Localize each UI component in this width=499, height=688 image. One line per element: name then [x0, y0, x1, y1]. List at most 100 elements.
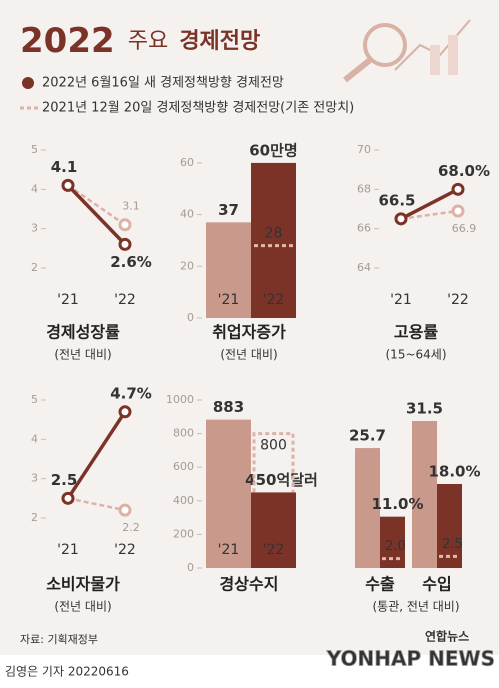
source: 자료: 기획재정부 — [20, 633, 98, 646]
value-label: 4.1 — [51, 158, 78, 176]
legend-marker — [22, 77, 34, 89]
value-label: 2.6% — [110, 253, 152, 271]
y-tick-label: 4 — [31, 432, 38, 445]
chart-title: 취업자증가 — [212, 323, 286, 342]
chart-subtitle: (15~64세) — [386, 348, 447, 362]
y-tick-label: 64 — [357, 261, 371, 274]
x-tick-label: '21 — [57, 292, 79, 308]
value-label: 3.1 — [122, 200, 140, 213]
value-label: 2.5 — [442, 537, 463, 552]
y-tick-label: 40 — [180, 208, 194, 221]
y-tick-label: 4 — [31, 182, 38, 195]
value-label: 28 — [265, 226, 283, 242]
value-label: 37 — [218, 201, 239, 219]
category-label: 수출 — [365, 575, 395, 594]
title-year: 2022 — [20, 21, 115, 61]
value-label: 800 — [260, 438, 287, 454]
legend-label: 2021년 12월 20일 경제정책방향 경제전망(기존 전망치) — [42, 101, 354, 116]
credit-band — [0, 655, 499, 688]
y-tick-label: 60 — [180, 156, 194, 169]
title: 2022 주요 경제전망 — [20, 21, 260, 61]
y-tick-label: 5 — [31, 143, 38, 156]
value-label: 2.5 — [51, 471, 78, 489]
category-label: 수입 — [422, 575, 451, 594]
bar — [251, 162, 296, 318]
value-label: 450억달러 — [245, 471, 318, 489]
y-tick-label: 2 — [31, 261, 38, 274]
value-label: 68.0% — [438, 162, 490, 180]
value-label: 66.9 — [452, 222, 477, 235]
title-word: 경제전망 — [179, 29, 260, 54]
legend-label: 2022년 6월16일 새 경제정책방향 경제전망 — [42, 76, 284, 91]
line — [400, 209, 459, 221]
y-tick-label: 20 — [180, 259, 194, 272]
bar — [355, 448, 380, 568]
point — [61, 178, 75, 192]
y-tick-label: 68 — [357, 182, 371, 195]
value-label: 2.2 — [122, 521, 140, 534]
chart-subtitle: (전년 대비) — [220, 348, 277, 362]
line — [67, 184, 126, 226]
point — [451, 182, 465, 196]
chart-subtitle: (전년 대비) — [54, 600, 111, 614]
chart-title: 고용률 — [394, 323, 438, 342]
y-tick-label: 800 — [173, 427, 194, 440]
point — [451, 204, 465, 218]
x-tick-label: '21 — [218, 292, 240, 308]
y-tick-label: 5 — [31, 393, 38, 406]
x-tick-label: '22 — [114, 542, 136, 558]
y-tick-label: 70 — [357, 143, 371, 156]
point — [118, 218, 132, 232]
bar — [437, 484, 462, 568]
previous-forecast — [252, 432, 295, 493]
chart-title: 소비자물가 — [46, 575, 120, 594]
y-tick-label: 0 — [187, 561, 194, 574]
y-tick-label: 600 — [173, 460, 194, 473]
line — [67, 497, 126, 512]
credit: 김영은 기자 20220616 — [5, 665, 129, 679]
chart-subtitle: (전년 대비) — [54, 348, 111, 362]
chart-subtitle: (통관, 전년 대비) — [372, 600, 459, 614]
y-tick-label: 2 — [31, 511, 38, 524]
point — [118, 237, 132, 251]
point — [118, 503, 132, 517]
logo: 연합뉴스 — [425, 629, 469, 644]
icon — [343, 19, 471, 83]
line — [66, 184, 127, 246]
y-tick-label: 66 — [357, 222, 371, 235]
value-label: 66.5 — [378, 191, 415, 209]
bar — [206, 419, 251, 568]
x-tick-label: '22 — [447, 292, 469, 308]
chart-title: 경제성장률 — [46, 323, 120, 342]
x-tick-label: '21 — [218, 542, 240, 558]
line — [66, 410, 127, 500]
x-tick-label: '22 — [263, 292, 285, 308]
logo-text: YONHAP NEWS — [326, 647, 495, 671]
y-tick-label: 200 — [173, 527, 194, 540]
value-label: 25.7 — [349, 427, 386, 445]
bar — [251, 492, 296, 568]
x-tick-label: '22 — [263, 542, 285, 558]
value-label: 883 — [213, 398, 244, 416]
bar — [412, 421, 437, 568]
x-tick-label: '21 — [57, 542, 79, 558]
value-label: 11.0% — [371, 495, 423, 513]
value-label: 4.7% — [110, 384, 152, 402]
y-tick-label: 0 — [187, 311, 194, 324]
bar — [206, 222, 251, 318]
title-word: 주요 — [128, 29, 168, 54]
y-tick-label: 1000 — [166, 393, 194, 406]
point — [394, 212, 408, 226]
x-tick-label: '22 — [114, 292, 136, 308]
value-label: 31.5 — [406, 400, 443, 418]
y-tick-label: 3 — [31, 222, 38, 235]
y-tick-label: 3 — [31, 472, 38, 485]
value-label: 18.0% — [428, 463, 480, 481]
value-label: 60만명 — [249, 141, 297, 159]
chart-title: 경상수지 — [220, 575, 279, 594]
point — [61, 491, 75, 505]
line — [400, 187, 459, 221]
point — [118, 405, 132, 419]
value-label: 2.0 — [385, 539, 406, 554]
